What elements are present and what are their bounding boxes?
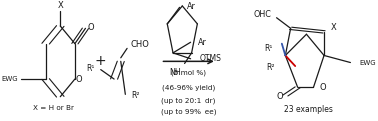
Text: X: X xyxy=(331,23,337,32)
Text: O: O xyxy=(87,23,94,32)
Text: EWG: EWG xyxy=(359,60,376,66)
Text: (up to 99%  ee): (up to 99% ee) xyxy=(161,109,216,115)
Text: (46-96% yield): (46-96% yield) xyxy=(162,84,215,91)
Text: EWG: EWG xyxy=(1,76,17,82)
Text: X = H or Br: X = H or Br xyxy=(33,105,74,111)
Text: O: O xyxy=(76,75,82,83)
Text: O: O xyxy=(276,92,283,101)
Text: R¹: R¹ xyxy=(86,64,94,73)
Text: R²: R² xyxy=(132,91,140,100)
Text: Ar: Ar xyxy=(187,2,196,11)
Text: OHC: OHC xyxy=(253,10,271,19)
Text: X: X xyxy=(57,1,63,10)
Text: OTMS: OTMS xyxy=(199,54,221,63)
Text: 23 examples: 23 examples xyxy=(284,105,333,114)
Text: NH: NH xyxy=(169,68,181,77)
Text: R²: R² xyxy=(266,63,275,72)
Text: (up to 20:1  dr): (up to 20:1 dr) xyxy=(161,97,216,103)
Text: Ar: Ar xyxy=(198,38,206,47)
Text: CHO: CHO xyxy=(131,40,149,49)
Text: (5 mol %): (5 mol %) xyxy=(171,70,206,76)
Text: O: O xyxy=(319,83,326,92)
Text: +: + xyxy=(95,54,107,68)
Text: R¹: R¹ xyxy=(265,44,273,53)
